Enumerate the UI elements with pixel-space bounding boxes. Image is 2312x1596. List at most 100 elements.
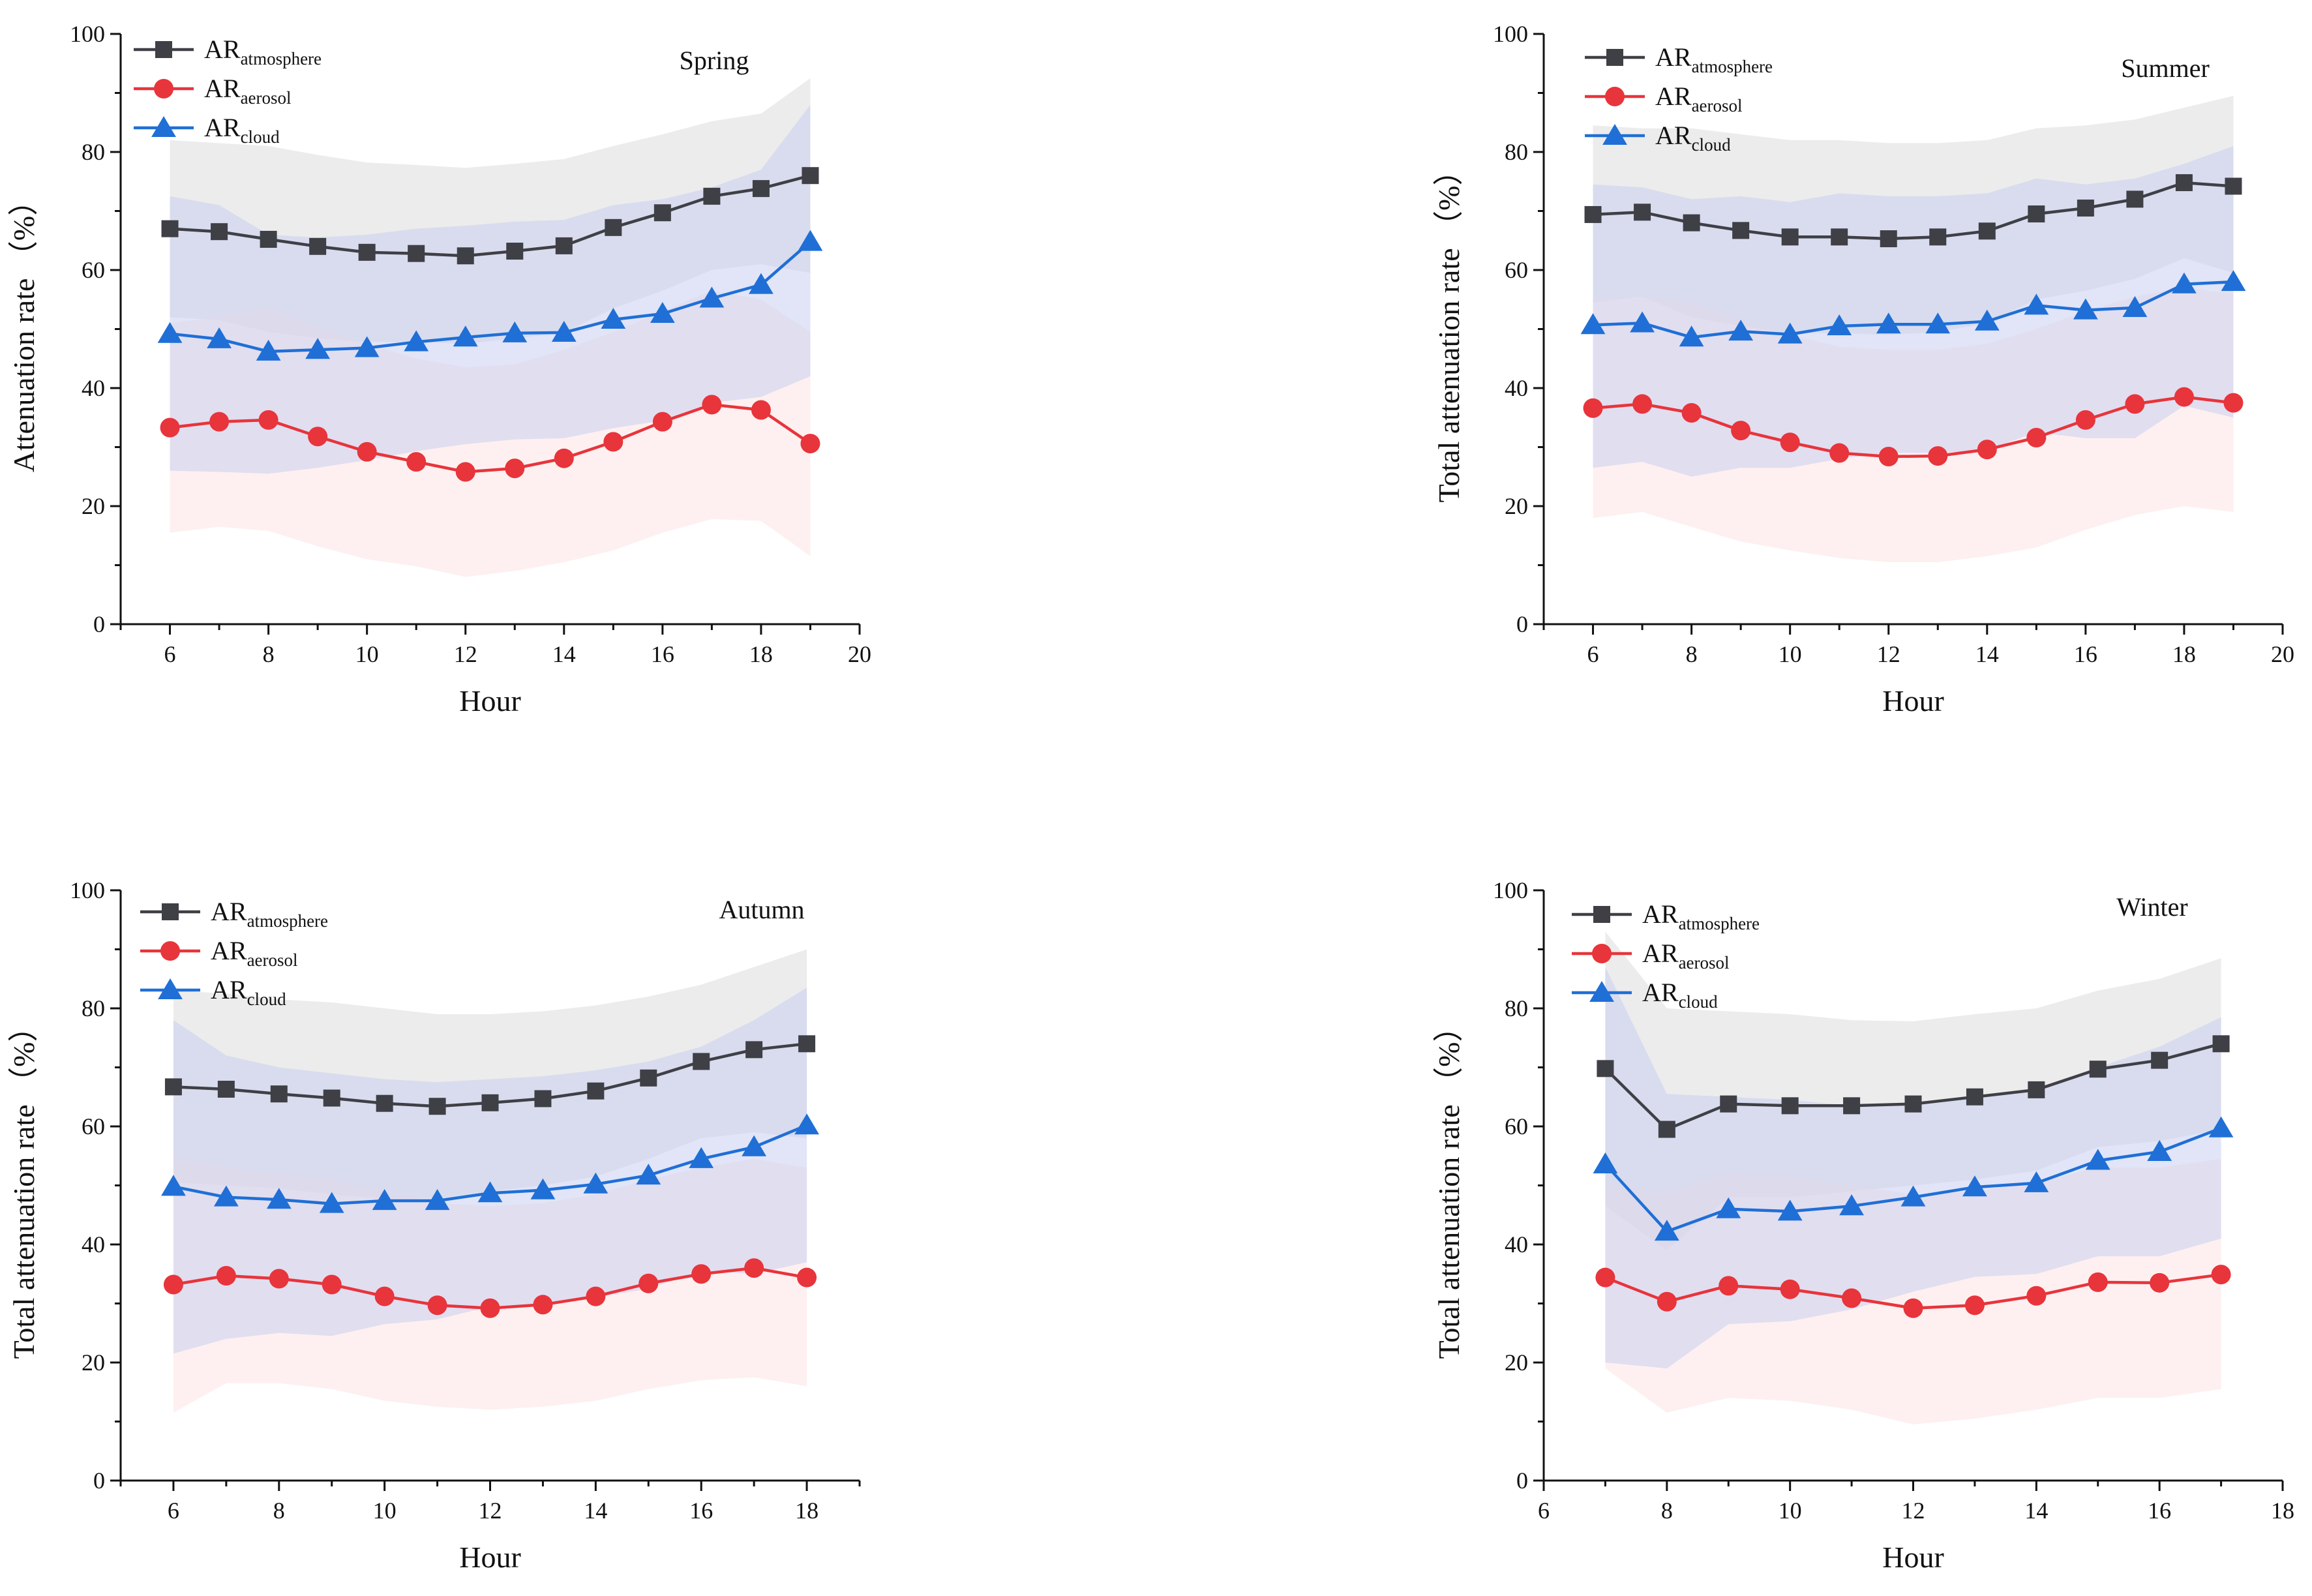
x-tick-label: 6: [1538, 1498, 1550, 1524]
atm-data-point: [217, 1080, 235, 1098]
cld-data-point: [1827, 314, 1852, 336]
x-tick-label: 18: [749, 641, 773, 667]
cld-band: [1593, 145, 2234, 477]
y-tick-label: 100: [1493, 877, 1528, 903]
x-tick-label: 12: [1902, 1498, 1925, 1524]
legend-entry-aer: ARaerosol: [134, 74, 292, 108]
cld-data-point: [601, 308, 626, 329]
aer-data-point: [652, 412, 672, 432]
legend-marker: [154, 79, 173, 98]
aer-data-point: [800, 434, 820, 454]
aer-data-point: [406, 452, 427, 472]
aer-data-point: [586, 1286, 606, 1306]
autumn-panel: 0 20 40 60 80 100 6 8 10 12 14 16 18 Hour Total attenu…: [7, 877, 861, 1574]
cld-data-point: [2208, 1116, 2234, 1137]
legend-marker: [162, 903, 179, 920]
cld-data-point: [1974, 309, 2000, 331]
cld-data-point: [2221, 270, 2246, 292]
atm-data-point: [1781, 1097, 1799, 1115]
aer-data-point: [269, 1269, 289, 1289]
cld-data-point: [699, 286, 725, 308]
y-tick-label: 40: [1505, 375, 1528, 401]
atm-data-point: [605, 218, 622, 236]
y-tick-label: 40: [1505, 1231, 1528, 1257]
winter-panel: 0 20 40 60 80 100 6 8 10 12 14 16 18 Hour Total attenu…: [1432, 877, 2294, 1574]
panel-title: Summer: [2121, 53, 2210, 83]
cld-data-point: [477, 1181, 503, 1203]
cld-series-line: [1593, 280, 2234, 339]
aer-data-point: [455, 462, 475, 482]
atm-data-point: [1904, 1095, 1922, 1113]
aer-data-point: [2088, 1272, 2108, 1292]
aer-data-point: [1731, 421, 1751, 441]
atm-data-point: [481, 1094, 499, 1111]
atm-data-point: [358, 243, 376, 261]
aer-data-point: [160, 417, 180, 438]
x-tick-label: 6: [164, 641, 176, 667]
cld-data-point: [1962, 1175, 1987, 1197]
x-tick-label: 16: [651, 641, 674, 667]
cld-data-point: [1839, 1194, 1864, 1216]
x-tick-label: 10: [1779, 641, 1802, 667]
aer-data-point: [480, 1298, 500, 1318]
cld-data-point: [1580, 313, 1606, 335]
x-tick-label: 14: [584, 1498, 607, 1524]
x-tick-label: 20: [2271, 641, 2294, 667]
panel-title: Winter: [2116, 892, 2187, 922]
y-tick-label: 60: [1505, 257, 1528, 283]
atm-data-point: [653, 204, 671, 222]
legend-label: ARcloud: [1642, 978, 1718, 1012]
aer-data-point: [258, 410, 278, 430]
cld-data-point: [1728, 320, 1754, 341]
atm-data-point: [164, 1078, 182, 1096]
aer-data-point: [505, 459, 525, 479]
atm-data-point: [1732, 222, 1750, 239]
x-tick-label: 10: [1779, 1498, 1802, 1524]
aer-data-point: [1842, 1288, 1862, 1308]
cld-data-point: [551, 320, 577, 342]
cld-data-point: [256, 339, 281, 361]
atm-data-point: [1634, 203, 1651, 221]
cld-data-point: [689, 1147, 714, 1168]
legend-marker: [1592, 944, 1612, 963]
x-tick-label: 12: [479, 1498, 502, 1524]
y-axis-title: Total attenuation rate （%）: [7, 1012, 40, 1359]
atm-data-point: [2077, 199, 2094, 217]
atm-data-point: [376, 1094, 393, 1112]
legend-marker: [151, 116, 176, 138]
cld-data-point: [2024, 1171, 2049, 1192]
aer-data-point: [554, 448, 574, 468]
atm-data-point: [1831, 228, 1848, 246]
aer-data-point: [308, 427, 328, 447]
atm-data-point: [2212, 1035, 2230, 1053]
atm-data-point: [555, 237, 573, 254]
y-tick-label: 40: [82, 375, 105, 401]
cld-data-point: [1777, 322, 1803, 344]
cld-data-point: [798, 230, 823, 251]
aer-data-point: [2026, 1286, 2047, 1306]
cld-data-point: [372, 1189, 397, 1211]
y-tick-label: 20: [1505, 1349, 1528, 1376]
y-tick-label: 100: [70, 877, 105, 903]
aer-data-point: [1977, 440, 1997, 460]
legend-entry-atm: ARatmosphere: [140, 897, 328, 931]
atm-data-point: [2175, 174, 2193, 192]
atm-data-point: [457, 247, 474, 265]
cld-data-point: [1925, 312, 1951, 334]
aer-data-point: [216, 1265, 236, 1286]
aer-data-point: [2075, 410, 2095, 430]
y-tick-label: 0: [93, 611, 105, 637]
x-tick-label: 16: [2074, 641, 2097, 667]
x-tick-label: 6: [168, 1498, 179, 1524]
cld-data-point: [2147, 1139, 2172, 1161]
aer-data-point: [2211, 1265, 2231, 1285]
cld-data-point: [1654, 1220, 1679, 1241]
y-tick-label: 100: [1493, 21, 1528, 47]
legend-marker: [1593, 906, 1610, 923]
y-tick-label: 60: [1505, 1113, 1528, 1139]
atm-data-point: [2028, 205, 2045, 223]
y-tick-label: 20: [82, 1349, 105, 1376]
x-tick-label: 14: [552, 641, 576, 667]
atm-data-point: [1781, 228, 1799, 246]
x-axis-title: Hour: [1882, 1541, 1944, 1574]
